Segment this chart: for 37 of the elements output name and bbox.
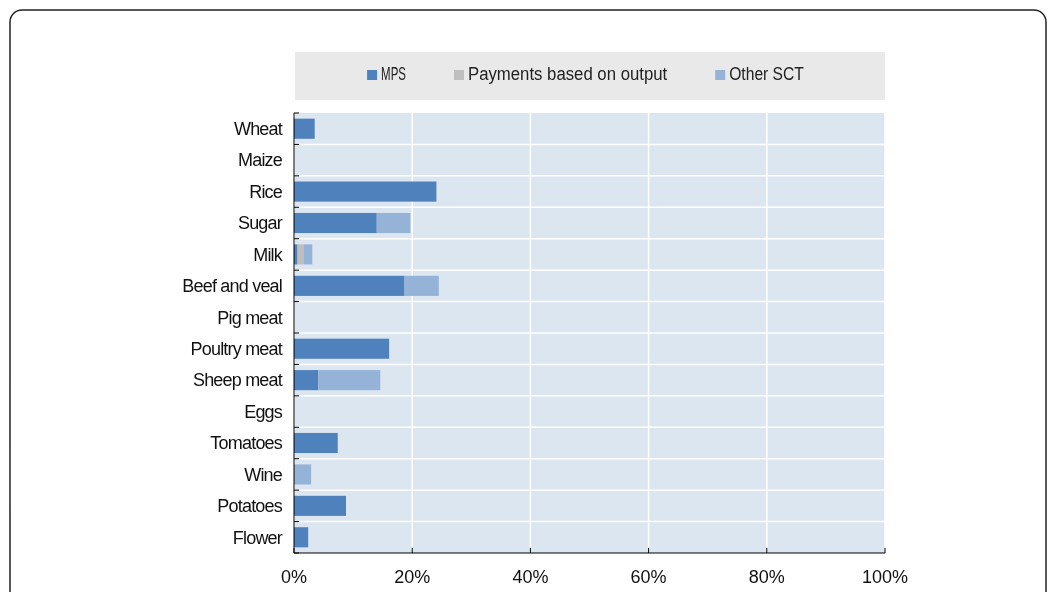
x-tick-label: 80%	[748, 567, 785, 587]
y-tick-label: Potatoes	[217, 496, 283, 517]
bar	[318, 370, 381, 391]
x-tick-label: 40%	[512, 567, 549, 587]
y-tick-label: Flower	[232, 527, 283, 548]
legend-label: MPS	[381, 64, 421, 84]
bar	[404, 275, 439, 296]
bar	[294, 527, 309, 548]
x-tick-label: 20%	[394, 567, 431, 587]
legend-label: Other SCT	[729, 64, 816, 84]
y-tick-label: Tomatoes	[210, 433, 283, 454]
y-tick-label: Milk	[253, 244, 284, 265]
legend-label: Payments based on output	[468, 64, 683, 84]
x-tick-label: 60%	[630, 567, 667, 587]
bar	[294, 432, 338, 454]
bar	[294, 118, 315, 139]
y-tick-label: Wheat	[233, 119, 283, 140]
y-tick-label: Rice	[249, 181, 283, 202]
bar	[303, 244, 313, 265]
y-tick-label: Poultry meat	[190, 339, 283, 360]
bar	[294, 181, 437, 202]
bar	[376, 212, 411, 234]
bar	[294, 370, 319, 391]
y-tick-label: Pig meat	[217, 307, 283, 328]
y-tick-label: Beef and veal	[182, 276, 282, 297]
x-tick-label: 100%	[861, 567, 909, 587]
y-tick-label: Sheep meat	[192, 370, 283, 391]
bar	[294, 338, 390, 359]
y-tick-label: Maize	[237, 150, 283, 171]
bar	[294, 275, 405, 296]
y-tick-label: Eggs	[244, 401, 283, 422]
bar	[294, 495, 347, 516]
y-tick-label: Sugar	[237, 213, 283, 234]
bar	[294, 212, 377, 234]
x-tick-label: 0%	[280, 567, 308, 587]
y-tick-label: Wine	[244, 464, 283, 485]
bar	[294, 464, 312, 485]
